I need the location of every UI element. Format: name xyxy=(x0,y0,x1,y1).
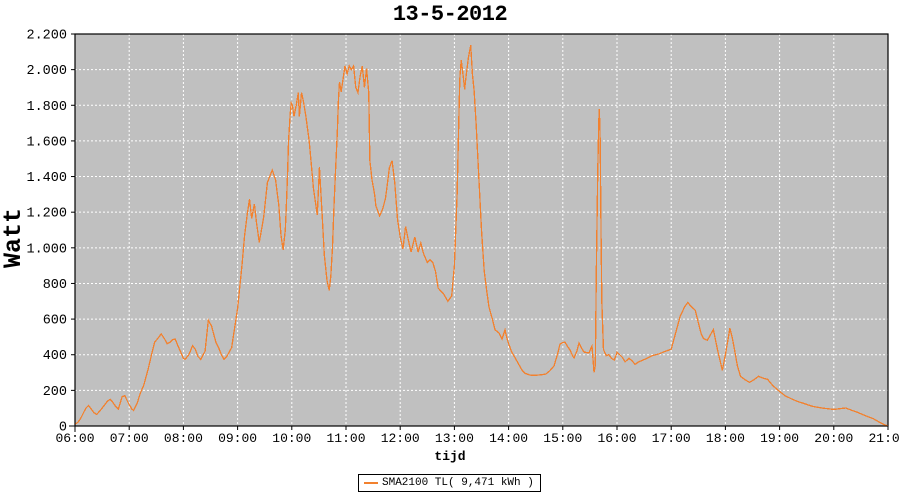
svg-text:07:00: 07:00 xyxy=(110,431,149,446)
svg-text:400: 400 xyxy=(43,349,67,364)
svg-text:12:00: 12:00 xyxy=(381,431,420,446)
svg-text:200: 200 xyxy=(43,385,67,400)
svg-text:10:00: 10:00 xyxy=(272,431,311,446)
svg-text:1.800: 1.800 xyxy=(26,100,67,115)
svg-text:06:00: 06:00 xyxy=(55,431,94,446)
svg-text:1.400: 1.400 xyxy=(26,171,67,186)
svg-text:17:00: 17:00 xyxy=(652,431,691,446)
svg-text:11:00: 11:00 xyxy=(326,431,365,446)
svg-text:14:00: 14:00 xyxy=(489,431,528,446)
svg-text:08:00: 08:00 xyxy=(164,431,203,446)
svg-text:2.000: 2.000 xyxy=(26,64,67,79)
svg-text:20:00: 20:00 xyxy=(814,431,853,446)
svg-text:15:00: 15:00 xyxy=(543,431,582,446)
svg-text:800: 800 xyxy=(43,278,67,293)
svg-text:18:00: 18:00 xyxy=(706,431,745,446)
svg-text:13:00: 13:00 xyxy=(435,431,474,446)
svg-text:16:00: 16:00 xyxy=(597,431,636,446)
svg-text:1.600: 1.600 xyxy=(26,135,67,150)
svg-text:09:00: 09:00 xyxy=(218,431,257,446)
svg-text:19:00: 19:00 xyxy=(760,431,799,446)
svg-text:600: 600 xyxy=(43,314,67,329)
svg-text:1.000: 1.000 xyxy=(26,242,67,257)
svg-text:21:00: 21:00 xyxy=(868,431,900,446)
svg-text:2.200: 2.200 xyxy=(26,29,67,44)
svg-text:1.200: 1.200 xyxy=(26,207,67,222)
